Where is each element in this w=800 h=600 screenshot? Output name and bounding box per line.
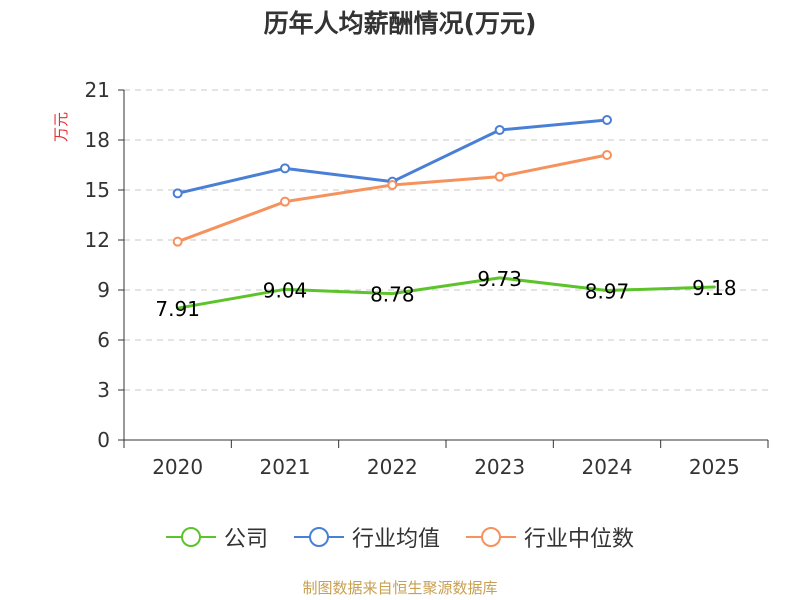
series-point-1 xyxy=(494,125,505,135)
legend-label-industry-mean: 行业均值 xyxy=(351,527,440,552)
series-point-1 xyxy=(172,188,183,199)
legend-item-company[interactable]: 公司 xyxy=(165,521,268,553)
series-point-1 xyxy=(602,115,612,125)
legend-swatch-industry-median xyxy=(466,527,516,547)
y-tick-label: 18 xyxy=(85,128,110,152)
data-source-note: 制图数据来自恒生聚源数据库 xyxy=(302,579,498,597)
y-tick-label: 21 xyxy=(85,78,110,102)
x-tick-label: 2020 xyxy=(152,455,203,479)
x-tick-label: 2024 xyxy=(582,455,633,479)
series-line-0 xyxy=(176,276,716,310)
legend-item-industry-mean[interactable]: 行业均值 xyxy=(293,521,440,553)
data-label: 8.97 xyxy=(585,280,630,304)
series-point-1 xyxy=(280,163,290,174)
y-tick-label: 15 xyxy=(85,178,110,202)
y-tick-label: 6 xyxy=(97,328,110,352)
x-tick-label: 2025 xyxy=(689,455,740,479)
chart-title: 历年人均薪酬情况(万元) xyxy=(263,9,537,38)
legend: 公司 行业均值 行业中位数 xyxy=(0,520,800,554)
data-label: 9.18 xyxy=(692,276,737,300)
data-label: 9.73 xyxy=(477,267,522,291)
legend-swatch-company xyxy=(165,527,216,547)
data-label: 7.91 xyxy=(155,297,200,321)
legend-label-company: 公司 xyxy=(223,527,268,552)
y-tick-label: 3 xyxy=(97,378,110,402)
y-tick-label: 9 xyxy=(97,278,110,302)
legend-label-industry-median: 行业中位数 xyxy=(524,527,635,552)
series-point-2 xyxy=(387,180,398,190)
data-labels: 7.91 9.04 8.78 9.73 8.97 9.18 xyxy=(155,267,736,321)
series-point-2 xyxy=(602,150,612,160)
y-tick-label: 0 xyxy=(97,428,110,452)
grid-lines xyxy=(124,89,768,391)
series-lines xyxy=(172,115,716,310)
series-line-2 xyxy=(176,153,609,244)
legend-item-industry-median[interactable]: 行业中位数 xyxy=(466,521,634,553)
series-point-2 xyxy=(494,171,505,182)
x-tick-label: 2023 xyxy=(474,455,525,479)
x-tick-label: 2021 xyxy=(260,455,311,479)
series-point-2 xyxy=(280,196,290,207)
x-tick-label: 2022 xyxy=(367,455,418,479)
y-tick-label: 12 xyxy=(85,228,110,252)
series-point-2 xyxy=(172,236,183,247)
data-label: 8.78 xyxy=(370,283,415,307)
legend-swatch-industry-mean xyxy=(293,527,344,547)
axes: 0 3 6 9 12 15 18 21 2020 2021 2022 2023 2024 2025 xyxy=(85,78,769,479)
data-label: 9.04 xyxy=(263,278,308,302)
